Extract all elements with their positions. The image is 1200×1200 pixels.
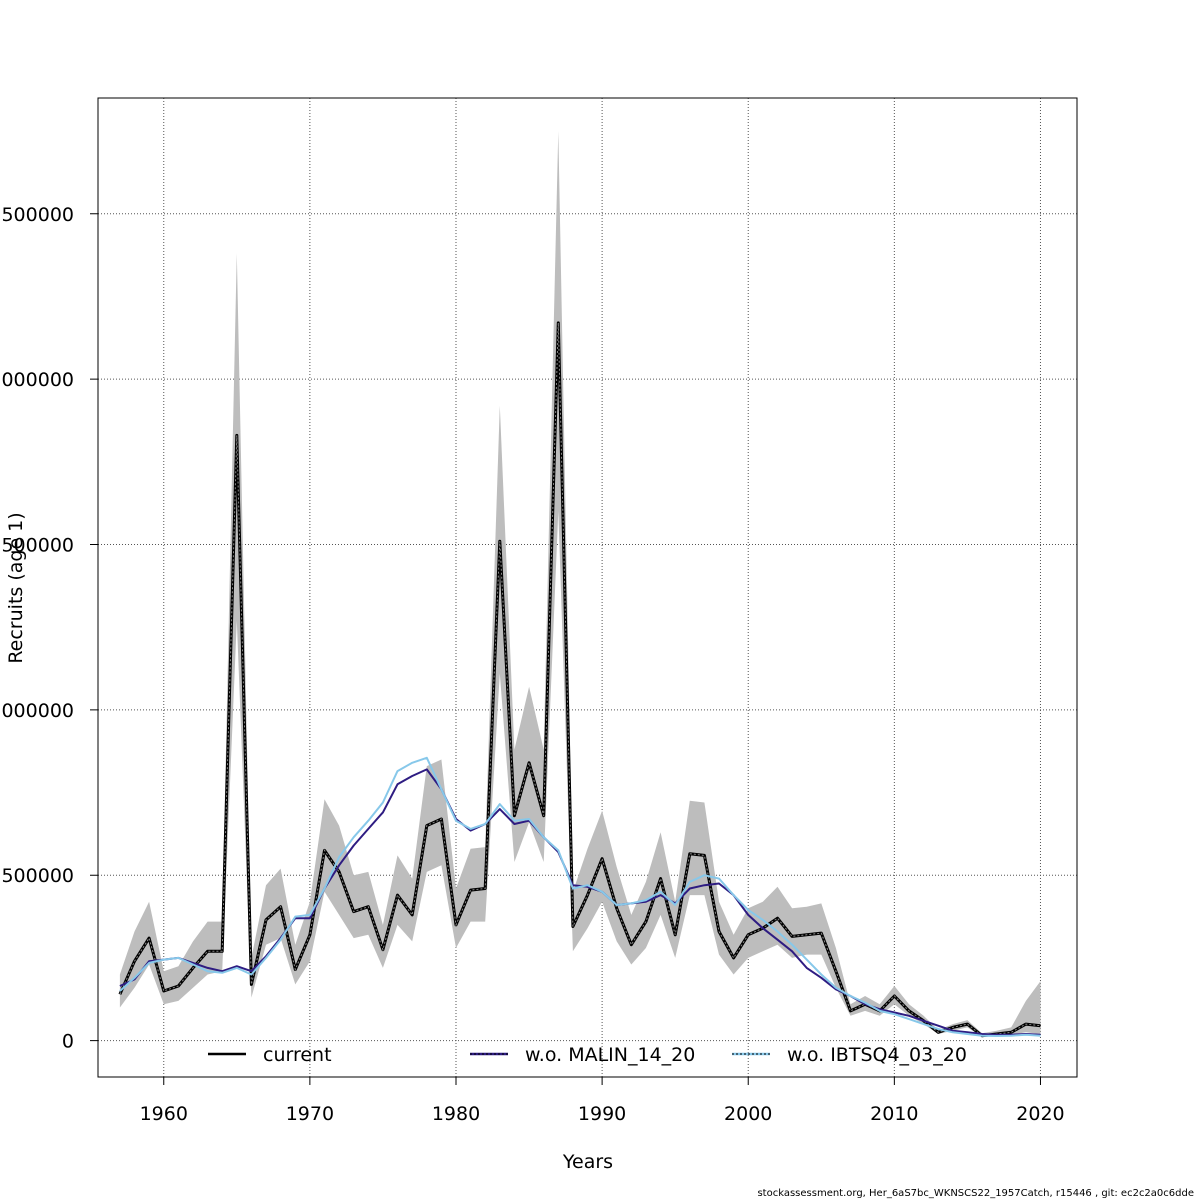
footer-credit: stockassessment.org, Her_6aS7bc_WKNSCS22…	[757, 1188, 1194, 1199]
x-tick-label: 2000	[724, 1103, 772, 1125]
y-tick-label: 2500000	[0, 204, 74, 226]
y-tick-label: 500000	[1, 865, 74, 887]
legend-label: w.o. MALIN_14_20	[525, 1044, 695, 1066]
plot-frame	[97, 97, 1078, 1078]
y-tick-label: 2000000	[0, 369, 74, 391]
x-tick-label: 2020	[1016, 1103, 1064, 1125]
x-tick-label: 1970	[286, 1103, 334, 1125]
x-tick-label: 1960	[140, 1103, 188, 1125]
confidence-band	[119, 131, 1041, 1038]
x-tick-label: 1990	[578, 1103, 626, 1125]
y-axis: 0 500000 1000000 1500000 2000000 2500000	[0, 204, 98, 1053]
y-tick-label: 1000000	[0, 700, 74, 722]
ci-band-current	[119, 131, 1041, 1038]
grid-lines	[98, 98, 1077, 1077]
x-axis-title: Years	[562, 1151, 613, 1173]
y-axis-title: Recruits (age 1)	[5, 512, 27, 663]
series-line-current-dash	[119, 322, 1041, 1037]
legend-label: current	[263, 1044, 332, 1066]
y-tick-label: 0	[62, 1031, 74, 1053]
legend: current w.o. MALIN_14_20 w.o. IBTSQ4_03_20	[208, 1044, 967, 1066]
y-tick-label: 1500000	[0, 535, 74, 557]
series-line-wo-ibtsq4	[119, 756, 1041, 1037]
x-axis: 1960 1970 1980 1990 2000 2010 2020	[140, 1077, 1065, 1125]
x-tick-label: 1980	[432, 1103, 480, 1125]
series-lines	[118, 321, 1041, 1038]
x-tick-label: 2010	[870, 1103, 918, 1125]
legend-label: w.o. IBTSQ4_03_20	[787, 1044, 967, 1066]
